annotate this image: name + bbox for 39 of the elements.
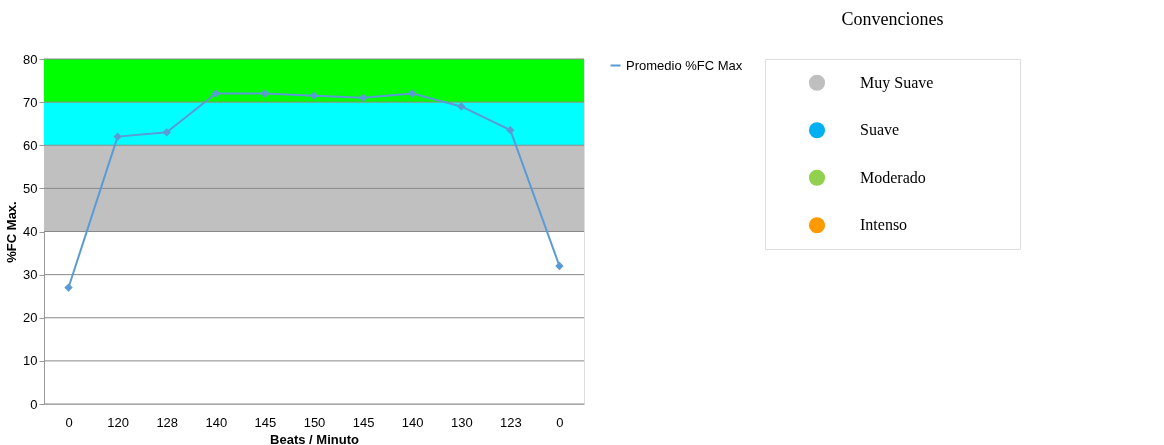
y-tick-label: 70 (23, 94, 38, 110)
category-label: Intenso (860, 216, 908, 234)
text: Convenciones (841, 9, 944, 29)
y-tick-label: 20 (23, 310, 38, 326)
x-tick-label: 140 (401, 414, 424, 430)
x-tick-label: 145 (254, 414, 277, 430)
y-tick-label: 30 (23, 267, 38, 283)
point (358, 93, 368, 102)
point (408, 89, 417, 98)
x-tick-label: 123 (500, 414, 522, 430)
x-tick-label: 120 (107, 414, 129, 430)
x-tick-label: 140 (205, 414, 228, 430)
point (260, 89, 270, 98)
x-tick-label: 0 (556, 414, 564, 430)
point (113, 132, 122, 141)
y-tick-label: 80 (23, 51, 38, 67)
y-tick-label: 50 (23, 180, 38, 196)
point (64, 283, 73, 292)
x-tick-label: 145 (352, 414, 375, 430)
point (506, 125, 515, 135)
point (309, 91, 319, 100)
point (211, 89, 220, 98)
x-axis-title: Beats / Minuto (270, 431, 359, 445)
point (162, 128, 171, 137)
x-tick-label: 150 (303, 414, 326, 430)
y-tick-label: 60 (23, 137, 38, 153)
x-tick-label: 128 (156, 414, 179, 430)
y-axis-title: %FC Max. (4, 201, 20, 263)
point (457, 102, 466, 111)
x-tick-label: 0 (65, 414, 73, 430)
point (555, 261, 564, 271)
legend-label: Promedio %FC Max (626, 57, 743, 73)
y-tick-label: 40 (23, 224, 38, 239)
category-label: Muy Suave (860, 73, 934, 92)
x-tick-label: 130 (450, 414, 473, 430)
category-label: Suave (860, 121, 900, 139)
y-tick-label: 0 (30, 396, 38, 412)
y-tick-label: 10 (23, 353, 38, 369)
category-label: Moderado (860, 168, 926, 186)
